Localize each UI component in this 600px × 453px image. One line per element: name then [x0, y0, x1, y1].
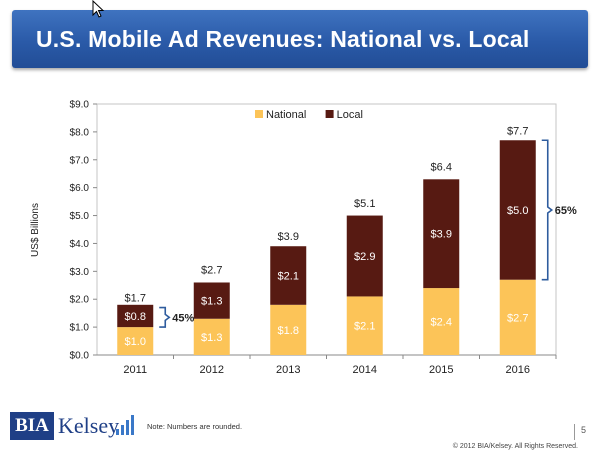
data-label-national: $1.0 — [125, 336, 146, 348]
x-axis-ticks: 2011 2012 2013 2014 2015 2016 — [123, 355, 557, 376]
total-label: $2.7 — [201, 265, 222, 277]
bar-national-2014 — [346, 296, 383, 355]
signal-bars-icon — [116, 415, 134, 435]
logo-kelsey-text: Kelsey — [58, 413, 120, 438]
data-label-national: $1.3 — [201, 332, 222, 344]
page-number-divider — [574, 424, 575, 440]
bar-national-2016 — [499, 279, 536, 355]
data-label-national: $2.1 — [354, 321, 375, 333]
y-tick-label: $9.0 — [70, 100, 90, 111]
total-label: $1.7 — [125, 293, 146, 305]
x-tick-label: 2013 — [276, 364, 300, 376]
bar-national-2013 — [270, 304, 307, 355]
y-tick-label: $2.0 — [70, 295, 90, 306]
bar-local-2012 — [193, 282, 230, 319]
data-label-national: $2.7 — [507, 312, 528, 324]
legend-swatch-local — [325, 110, 334, 118]
page-title: U.S. Mobile Ad Revenues: National vs. Lo… — [36, 26, 530, 52]
bar-local-2013 — [270, 246, 307, 305]
share-bracket — [159, 306, 171, 328]
data-label-local: $0.8 — [125, 311, 146, 323]
y-tick-label: $7.0 — [70, 155, 90, 166]
data-label-local: $1.3 — [201, 296, 222, 308]
bar-local-2016 — [499, 140, 536, 280]
data-label-local: $2.1 — [278, 271, 299, 283]
x-tick-label: 2011 — [123, 364, 147, 376]
data-label-national: $2.4 — [431, 317, 452, 329]
data-label-local: $5.0 — [507, 205, 528, 217]
y-tick-label: $8.0 — [70, 127, 90, 138]
y-tick-label: $4.0 — [70, 239, 90, 250]
footnote: Note: Numbers are rounded. — [147, 422, 243, 431]
share-annotation: 65% — [555, 205, 577, 217]
bar-local-2014 — [346, 215, 383, 297]
x-tick-label: 2014 — [353, 364, 377, 376]
y-tick-label: $5.0 — [70, 211, 90, 222]
x-tick-label: 2016 — [506, 364, 530, 376]
bars: $1.0 $0.8 $1.7 $1.3 $1.3 $2.7 $1.8 $2.1 $3.9 $2.1… — [117, 125, 536, 355]
y-tick-label: $6.0 — [70, 183, 90, 194]
annotations: 45% 65% — [159, 139, 577, 328]
mouse-cursor-icon — [92, 0, 105, 18]
share-bracket — [541, 139, 554, 281]
bar-local-2015 — [423, 179, 460, 289]
data-label-local: $3.9 — [431, 229, 452, 241]
page-number: 5 — [581, 425, 587, 435]
share-annotation: 45% — [172, 312, 194, 324]
copyright: © 2012 BIA/Kelsey. All Rights Reserved. — [452, 443, 578, 450]
bar-national-2015 — [423, 288, 460, 355]
x-tick-label: 2012 — [200, 364, 224, 376]
bar-local-2011 — [117, 304, 154, 328]
total-label: $3.9 — [278, 231, 299, 243]
total-label: $5.1 — [354, 198, 375, 210]
total-label: $6.4 — [431, 162, 452, 174]
x-tick-label: 2015 — [429, 364, 453, 376]
bar-national-2011 — [117, 327, 154, 355]
y-axis-label: US$ Billions — [30, 203, 41, 257]
legend-label-local: Local — [337, 109, 363, 121]
logo-bia-text: BIA — [10, 412, 54, 440]
total-label: $7.7 — [507, 125, 528, 137]
legend-swatch-national — [255, 110, 263, 118]
legend: National Local — [255, 109, 363, 121]
plot-area-frame — [96, 103, 557, 356]
bar-national-2012 — [193, 318, 230, 355]
data-label-local: $2.9 — [354, 251, 375, 263]
title-bar: U.S. Mobile Ad Revenues: National vs. Lo… — [12, 10, 588, 68]
data-label-national: $1.8 — [278, 325, 299, 337]
y-tick-label: $3.0 — [70, 267, 90, 278]
legend-label-national: National — [266, 109, 306, 121]
y-tick-label: $1.0 — [70, 323, 90, 334]
y-tick-label: $0.0 — [70, 351, 90, 362]
